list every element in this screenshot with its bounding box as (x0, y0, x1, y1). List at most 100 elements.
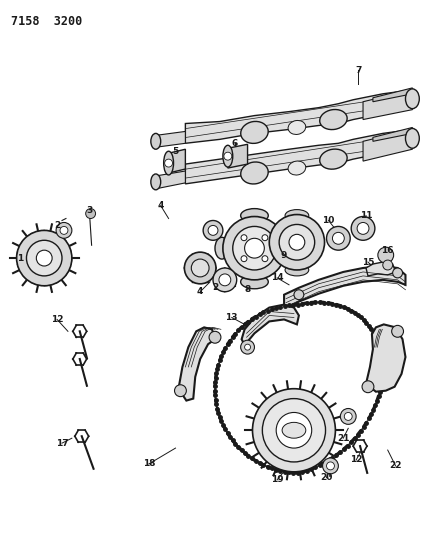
Polygon shape (366, 262, 395, 276)
Polygon shape (366, 325, 405, 392)
Text: 2: 2 (54, 221, 60, 230)
Circle shape (223, 216, 286, 280)
Polygon shape (373, 127, 413, 141)
Text: 21: 21 (337, 434, 350, 443)
Circle shape (327, 462, 334, 470)
Text: 16: 16 (381, 246, 394, 255)
Ellipse shape (320, 109, 347, 130)
Polygon shape (169, 149, 185, 173)
Polygon shape (156, 171, 185, 189)
Circle shape (213, 268, 237, 292)
Circle shape (184, 252, 216, 284)
Polygon shape (373, 88, 413, 102)
Ellipse shape (405, 89, 419, 109)
Ellipse shape (282, 422, 306, 438)
Ellipse shape (151, 174, 160, 190)
Circle shape (244, 238, 265, 258)
Circle shape (241, 256, 247, 262)
Circle shape (276, 413, 312, 448)
Ellipse shape (285, 209, 309, 222)
Circle shape (262, 256, 268, 262)
Circle shape (357, 222, 369, 235)
Circle shape (378, 247, 394, 263)
Polygon shape (363, 90, 413, 119)
Text: 2: 2 (212, 283, 218, 292)
Text: 6: 6 (232, 139, 238, 148)
Text: 7: 7 (355, 66, 361, 75)
Polygon shape (228, 144, 247, 168)
Ellipse shape (320, 149, 347, 169)
Circle shape (203, 221, 223, 240)
Text: 4: 4 (197, 287, 203, 296)
Circle shape (241, 235, 247, 241)
Text: 4: 4 (158, 201, 164, 210)
Ellipse shape (405, 128, 419, 148)
Circle shape (224, 152, 232, 160)
Circle shape (340, 408, 356, 424)
Circle shape (244, 344, 250, 350)
Text: 22: 22 (389, 462, 402, 471)
Polygon shape (284, 266, 405, 310)
Text: 20: 20 (320, 473, 333, 482)
Circle shape (60, 227, 68, 235)
Ellipse shape (241, 162, 268, 184)
Text: 11: 11 (360, 211, 372, 220)
Circle shape (209, 332, 221, 343)
Text: 17: 17 (56, 439, 68, 448)
Circle shape (294, 290, 304, 300)
Circle shape (191, 259, 209, 277)
Circle shape (208, 225, 218, 236)
Ellipse shape (285, 264, 309, 276)
Text: 15: 15 (362, 257, 374, 266)
Ellipse shape (215, 237, 229, 259)
Circle shape (165, 159, 172, 167)
Circle shape (17, 230, 72, 286)
Circle shape (344, 413, 352, 421)
Circle shape (289, 235, 305, 250)
Polygon shape (178, 327, 215, 401)
Circle shape (392, 268, 402, 278)
Circle shape (327, 227, 350, 250)
Circle shape (241, 340, 255, 354)
Circle shape (56, 222, 72, 238)
Circle shape (175, 385, 186, 397)
Text: 3: 3 (86, 206, 93, 215)
Ellipse shape (241, 275, 268, 289)
Ellipse shape (288, 161, 306, 175)
Text: 12: 12 (51, 315, 63, 324)
Polygon shape (242, 304, 299, 345)
Ellipse shape (223, 146, 233, 167)
Circle shape (262, 235, 268, 241)
Ellipse shape (151, 133, 160, 149)
Circle shape (233, 227, 276, 270)
Polygon shape (185, 90, 413, 143)
Ellipse shape (288, 120, 306, 134)
Text: 12: 12 (350, 456, 363, 464)
Text: 8: 8 (244, 285, 251, 294)
Circle shape (262, 399, 326, 462)
Ellipse shape (241, 208, 268, 222)
Circle shape (27, 240, 62, 276)
Text: 14: 14 (271, 273, 283, 282)
Circle shape (36, 250, 52, 266)
Ellipse shape (241, 122, 268, 143)
Circle shape (253, 389, 336, 472)
Circle shape (279, 224, 315, 260)
Polygon shape (185, 130, 413, 184)
Text: 7158  3200: 7158 3200 (11, 14, 82, 28)
Circle shape (219, 274, 231, 286)
Circle shape (351, 216, 375, 240)
Text: 5: 5 (172, 147, 178, 156)
Text: 18: 18 (143, 459, 155, 469)
Polygon shape (363, 130, 413, 161)
Polygon shape (156, 132, 185, 147)
Circle shape (392, 325, 404, 337)
Circle shape (269, 215, 324, 270)
Circle shape (323, 458, 339, 474)
Circle shape (362, 381, 374, 393)
Circle shape (333, 232, 344, 244)
Text: 9: 9 (281, 251, 287, 260)
Text: 1: 1 (18, 254, 24, 263)
Text: 10: 10 (322, 216, 335, 225)
Text: 19: 19 (271, 475, 283, 484)
